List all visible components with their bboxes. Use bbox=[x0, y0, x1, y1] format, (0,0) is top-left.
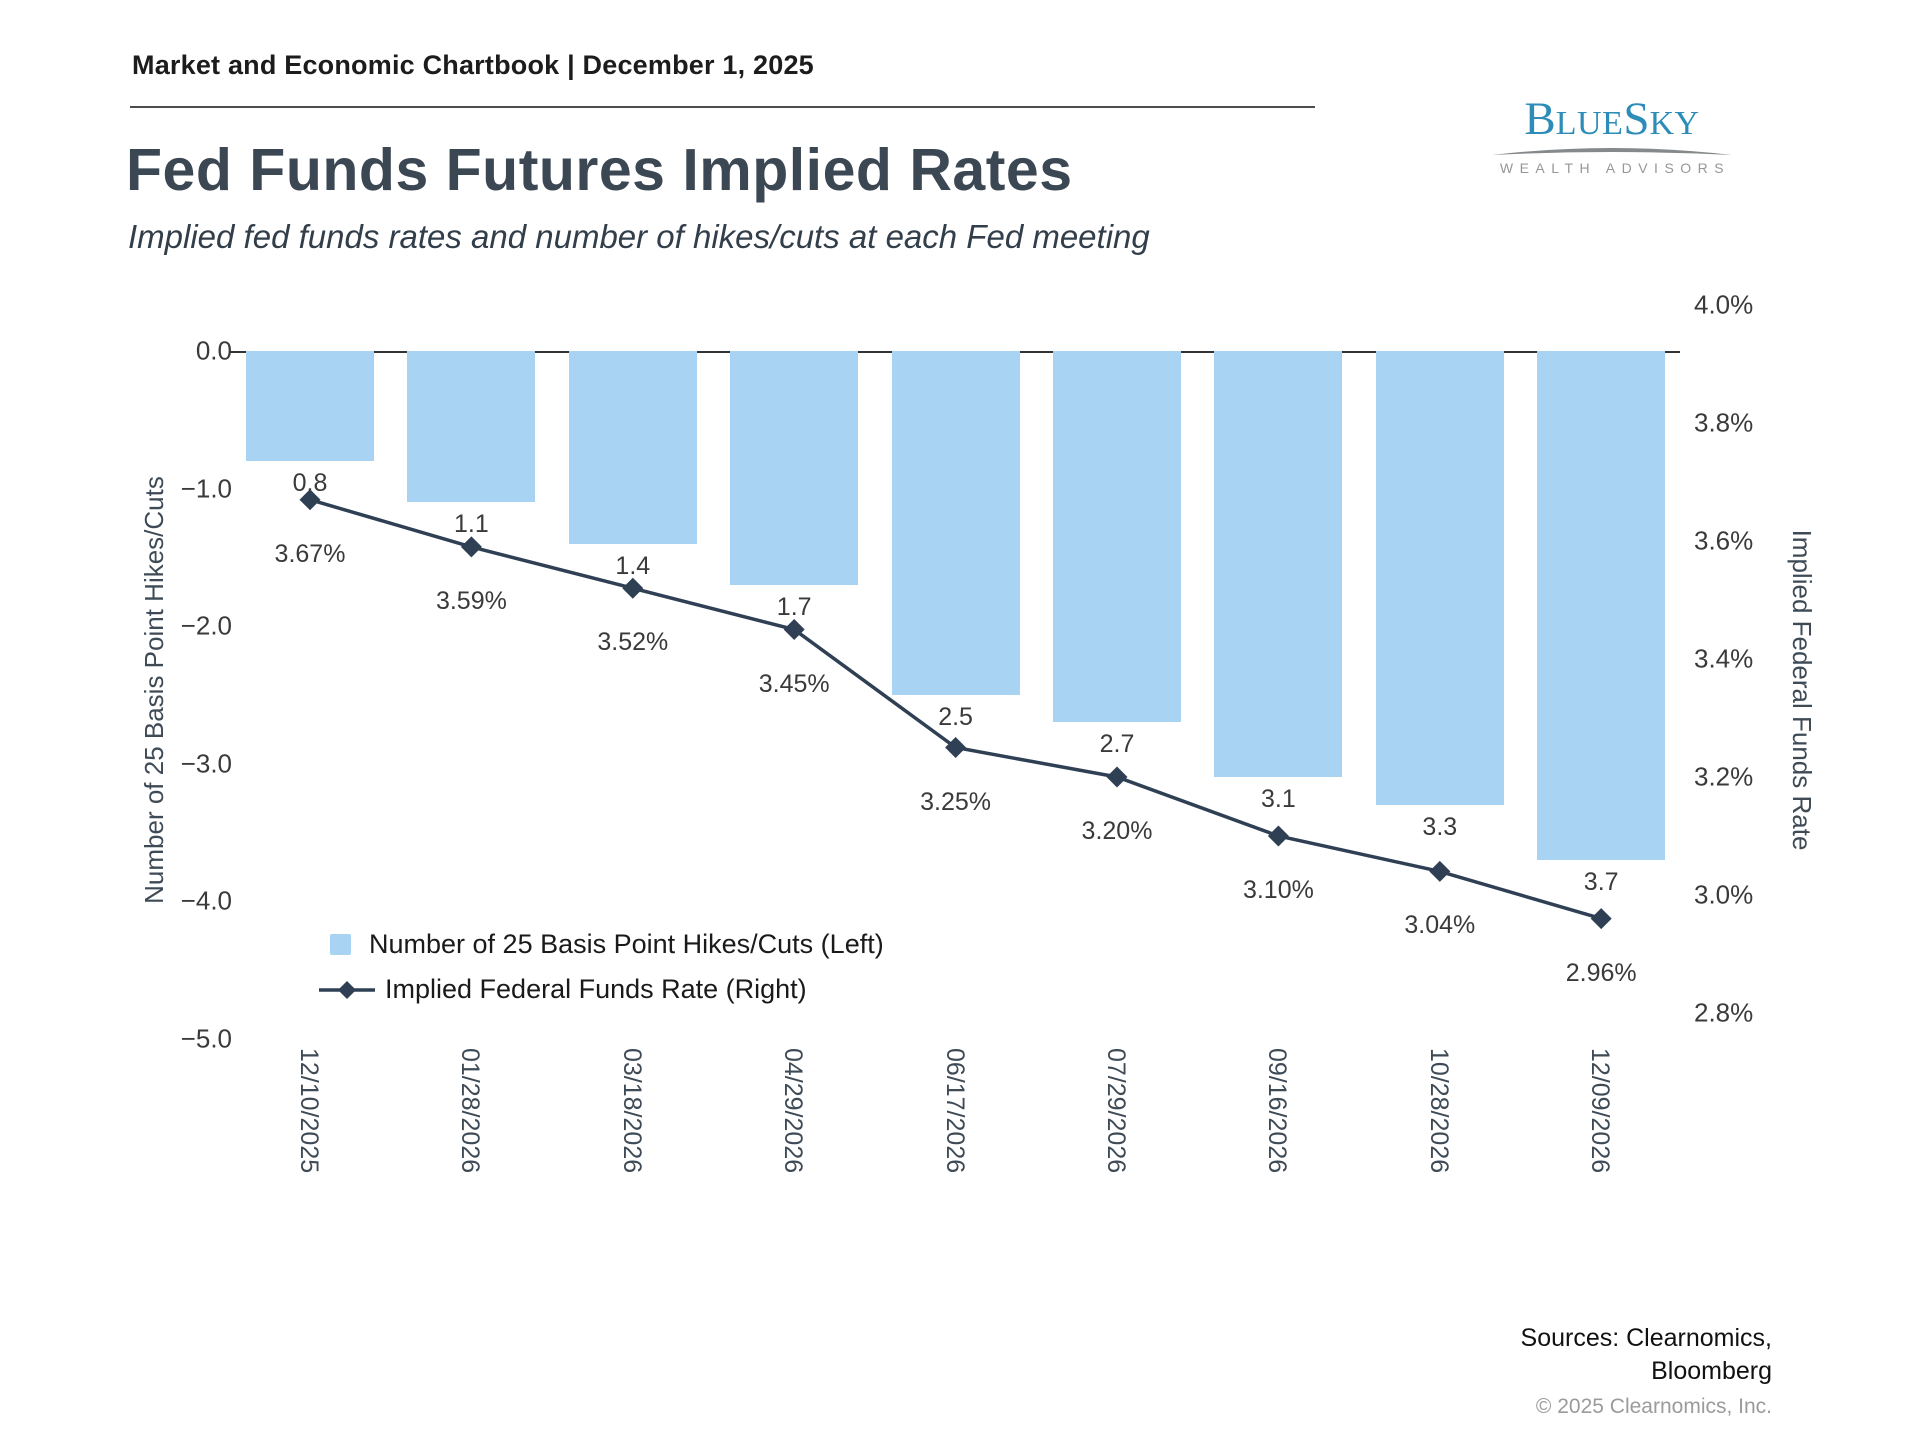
right-axis-tick: 3.4% bbox=[1694, 643, 1754, 674]
copyright: © 2025 Clearnomics, Inc. bbox=[1535, 1395, 1772, 1418]
logo-letters: KY bbox=[1649, 105, 1700, 142]
bar bbox=[891, 351, 1020, 695]
rate-value-label: 2.96% bbox=[1565, 958, 1637, 987]
logo-wordmark: BLUESKY bbox=[1488, 96, 1736, 143]
logo-letter: S bbox=[1623, 93, 1650, 145]
bar bbox=[1053, 351, 1181, 723]
rate-value-label: 3.10% bbox=[1242, 876, 1314, 904]
right-axis-tick: 3.6% bbox=[1694, 525, 1754, 556]
bar bbox=[1214, 351, 1343, 778]
rate-value-label: 3.59% bbox=[435, 586, 507, 615]
bar bbox=[1375, 351, 1504, 805]
right-axis-tick: 3.0% bbox=[1694, 879, 1754, 910]
left-axis-tick: −1.0 bbox=[180, 473, 232, 503]
bar-value-label: 3.7 bbox=[1583, 867, 1619, 896]
x-axis-label: 09/16/2026 bbox=[1263, 1048, 1292, 1174]
logo-letters: LUE bbox=[1555, 105, 1624, 142]
logo-swoosh-icon bbox=[1492, 148, 1732, 155]
logo-tagline: WEALTH ADVISORS bbox=[1499, 160, 1731, 176]
chart-legend: Number of 25 Basis Point Hikes/Cuts (Lef… bbox=[318, 922, 884, 1012]
x-axis-label: 12/10/2025 bbox=[295, 1048, 323, 1174]
rate-value-label: 3.52% bbox=[597, 628, 669, 657]
rate-value-label: 3.45% bbox=[758, 669, 830, 698]
page-subtitle: Implied fed funds rates and number of hi… bbox=[128, 218, 1150, 255]
rate-point-marker bbox=[460, 536, 482, 558]
x-axis-label: 07/29/2026 bbox=[1102, 1048, 1130, 1174]
bar-value-label: 2.7 bbox=[1099, 730, 1135, 759]
legend-bar-swatch-icon bbox=[330, 934, 351, 955]
bar bbox=[407, 351, 536, 503]
legend-line-label: Implied Federal Funds Rate (Right) bbox=[385, 974, 807, 1004]
x-axis-label: 06/17/2026 bbox=[940, 1048, 969, 1174]
x-axis-label: 10/28/2026 bbox=[1424, 1048, 1453, 1174]
rate-value-label: 3.67% bbox=[274, 539, 346, 568]
sources-block: Sources: Clearnomics, Bloomberg © 2025 C… bbox=[1521, 1322, 1772, 1419]
legend-row-line: Implied Federal Funds Rate (Right) bbox=[318, 967, 884, 1012]
legend-line-marker-icon bbox=[319, 980, 375, 999]
right-axis-tick: 3.2% bbox=[1694, 761, 1754, 792]
page-title: Fed Funds Futures Implied Rates bbox=[126, 137, 1073, 203]
bar-value-label: 1.1 bbox=[454, 510, 489, 539]
rate-point-marker bbox=[1590, 908, 1612, 930]
rate-value-label: 3.04% bbox=[1404, 911, 1476, 940]
chartbook-header: Market and Economic Chartbook | December… bbox=[132, 50, 814, 80]
x-axis-label: 04/29/2026 bbox=[779, 1048, 808, 1174]
bar-value-label: 3.1 bbox=[1261, 785, 1296, 814]
right-axis-tick: 3.8% bbox=[1694, 407, 1754, 438]
rate-point-marker bbox=[945, 737, 967, 758]
left-axis-tick: −3.0 bbox=[180, 748, 232, 778]
bar bbox=[246, 351, 374, 461]
rate-point-marker bbox=[783, 619, 805, 640]
left-axis-tick: −2.0 bbox=[180, 610, 232, 641]
x-axis-label: 12/09/2026 bbox=[1586, 1048, 1615, 1174]
bar-value-label: 0.8 bbox=[292, 469, 328, 497]
bar-value-label: 1.7 bbox=[776, 592, 812, 621]
rate-value-label: 3.20% bbox=[1081, 817, 1153, 845]
rate-point-marker bbox=[1267, 825, 1289, 847]
bar bbox=[1537, 351, 1666, 860]
left-axis-tick: −4.0 bbox=[180, 885, 232, 916]
left-axis-title: Number of 25 Basis Point Hikes/Cuts bbox=[139, 476, 169, 904]
legend-bar-label: Number of 25 Basis Point Hikes/Cuts (Lef… bbox=[369, 929, 884, 959]
sources-line-2: Bloomberg bbox=[1651, 1357, 1772, 1385]
logo-letter: B bbox=[1524, 93, 1556, 145]
bar-value-label: 1.4 bbox=[615, 551, 651, 580]
rate-value-label: 3.25% bbox=[920, 787, 992, 816]
bar bbox=[730, 351, 859, 585]
rate-point-marker bbox=[1106, 766, 1128, 788]
x-axis-label: 03/18/2026 bbox=[617, 1048, 646, 1174]
bluesky-logo: BLUESKY WEALTH ADVISORS bbox=[1488, 96, 1736, 176]
right-axis-title: Implied Federal Funds Rate bbox=[1787, 529, 1817, 851]
left-axis-tick: 0.0 bbox=[195, 335, 232, 366]
left-axis-tick: −5.0 bbox=[180, 1023, 232, 1053]
x-axis-label: 01/28/2026 bbox=[456, 1048, 485, 1174]
bar-value-label: 2.5 bbox=[938, 702, 973, 731]
header-rule bbox=[130, 106, 1315, 108]
bar-value-label: 3.3 bbox=[1422, 812, 1458, 841]
rate-point-marker bbox=[1429, 860, 1451, 882]
bar bbox=[568, 351, 697, 544]
rate-point-marker bbox=[622, 577, 644, 599]
sources-line-1: Sources: Clearnomics, bbox=[1520, 1324, 1772, 1352]
right-axis-tick: 4.0% bbox=[1694, 289, 1754, 320]
right-axis-tick: 2.8% bbox=[1694, 997, 1754, 1028]
legend-row-bars: Number of 25 Basis Point Hikes/Cuts (Lef… bbox=[318, 922, 884, 967]
